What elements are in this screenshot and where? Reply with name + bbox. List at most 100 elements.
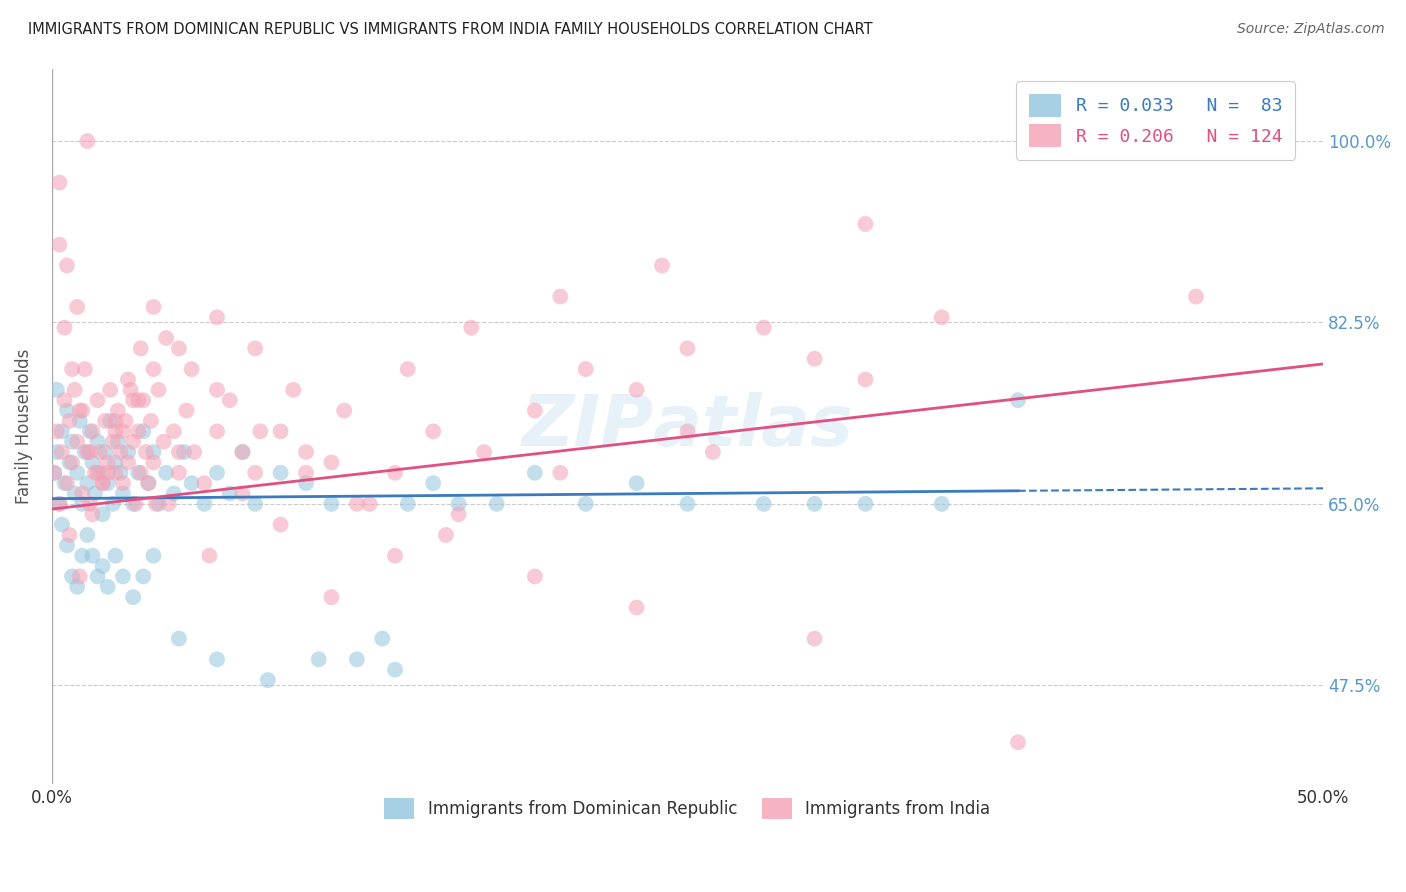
Point <box>45 425 67 439</box>
Point <box>56 403 79 417</box>
Point <box>485 497 508 511</box>
Point <box>384 663 406 677</box>
Point <box>651 259 673 273</box>
Point <box>803 497 825 511</box>
Point <box>89 466 111 480</box>
Point <box>142 362 165 376</box>
Point <box>124 497 146 511</box>
Point <box>101 497 124 511</box>
Point <box>167 342 190 356</box>
Point <box>63 486 86 500</box>
Point <box>139 414 162 428</box>
Point <box>127 393 149 408</box>
Point <box>110 445 132 459</box>
Y-axis label: Family Households: Family Households <box>15 349 32 504</box>
Point <box>702 445 724 459</box>
Point <box>295 445 318 459</box>
Point <box>104 549 127 563</box>
Point <box>243 342 266 356</box>
Point <box>69 414 91 428</box>
Point <box>205 466 228 480</box>
Point <box>135 445 157 459</box>
Point <box>66 466 89 480</box>
Point <box>308 652 330 666</box>
Point <box>117 455 139 469</box>
Point <box>63 383 86 397</box>
Text: Source: ZipAtlas.com: Source: ZipAtlas.com <box>1237 22 1385 37</box>
Point <box>460 320 482 334</box>
Point <box>79 445 101 459</box>
Point <box>626 383 648 397</box>
Point <box>117 372 139 386</box>
Point <box>218 393 240 408</box>
Point <box>550 466 572 480</box>
Point <box>145 497 167 511</box>
Point <box>855 217 877 231</box>
Point <box>44 466 66 480</box>
Point <box>148 497 170 511</box>
Point <box>111 486 134 500</box>
Point <box>231 445 253 459</box>
Point <box>60 362 83 376</box>
Point <box>931 497 953 511</box>
Point <box>270 425 292 439</box>
Point <box>132 393 155 408</box>
Point <box>53 393 76 408</box>
Point <box>51 445 73 459</box>
Point <box>157 497 180 511</box>
Point <box>167 466 190 480</box>
Point <box>472 445 495 459</box>
Point <box>173 445 195 459</box>
Point <box>48 237 70 252</box>
Point <box>72 486 94 500</box>
Point <box>142 445 165 459</box>
Point <box>117 445 139 459</box>
Point <box>283 383 305 397</box>
Point <box>51 517 73 532</box>
Point <box>550 289 572 303</box>
Point <box>752 320 775 334</box>
Point <box>270 466 292 480</box>
Point <box>45 383 67 397</box>
Point <box>72 403 94 417</box>
Point <box>180 476 202 491</box>
Point <box>422 425 444 439</box>
Point <box>104 425 127 439</box>
Point <box>127 466 149 480</box>
Point <box>855 372 877 386</box>
Point <box>333 403 356 417</box>
Point <box>523 466 546 480</box>
Point <box>180 362 202 376</box>
Point <box>114 414 136 428</box>
Point <box>69 569 91 583</box>
Point <box>575 497 598 511</box>
Point <box>384 466 406 480</box>
Point <box>384 549 406 563</box>
Point <box>626 600 648 615</box>
Point <box>60 569 83 583</box>
Point <box>523 569 546 583</box>
Point <box>321 590 343 604</box>
Point <box>1007 735 1029 749</box>
Point <box>434 528 457 542</box>
Point <box>138 476 160 491</box>
Point <box>447 497 470 511</box>
Point <box>295 466 318 480</box>
Point <box>129 342 152 356</box>
Point <box>676 497 699 511</box>
Point <box>122 590 145 604</box>
Point <box>676 425 699 439</box>
Point <box>66 434 89 449</box>
Point <box>66 300 89 314</box>
Point <box>257 673 280 687</box>
Point <box>231 486 253 500</box>
Point <box>359 497 381 511</box>
Point <box>626 476 648 491</box>
Point <box>60 434 83 449</box>
Point <box>91 476 114 491</box>
Point <box>176 403 198 417</box>
Point <box>72 497 94 511</box>
Point <box>48 497 70 511</box>
Point <box>122 497 145 511</box>
Point <box>198 549 221 563</box>
